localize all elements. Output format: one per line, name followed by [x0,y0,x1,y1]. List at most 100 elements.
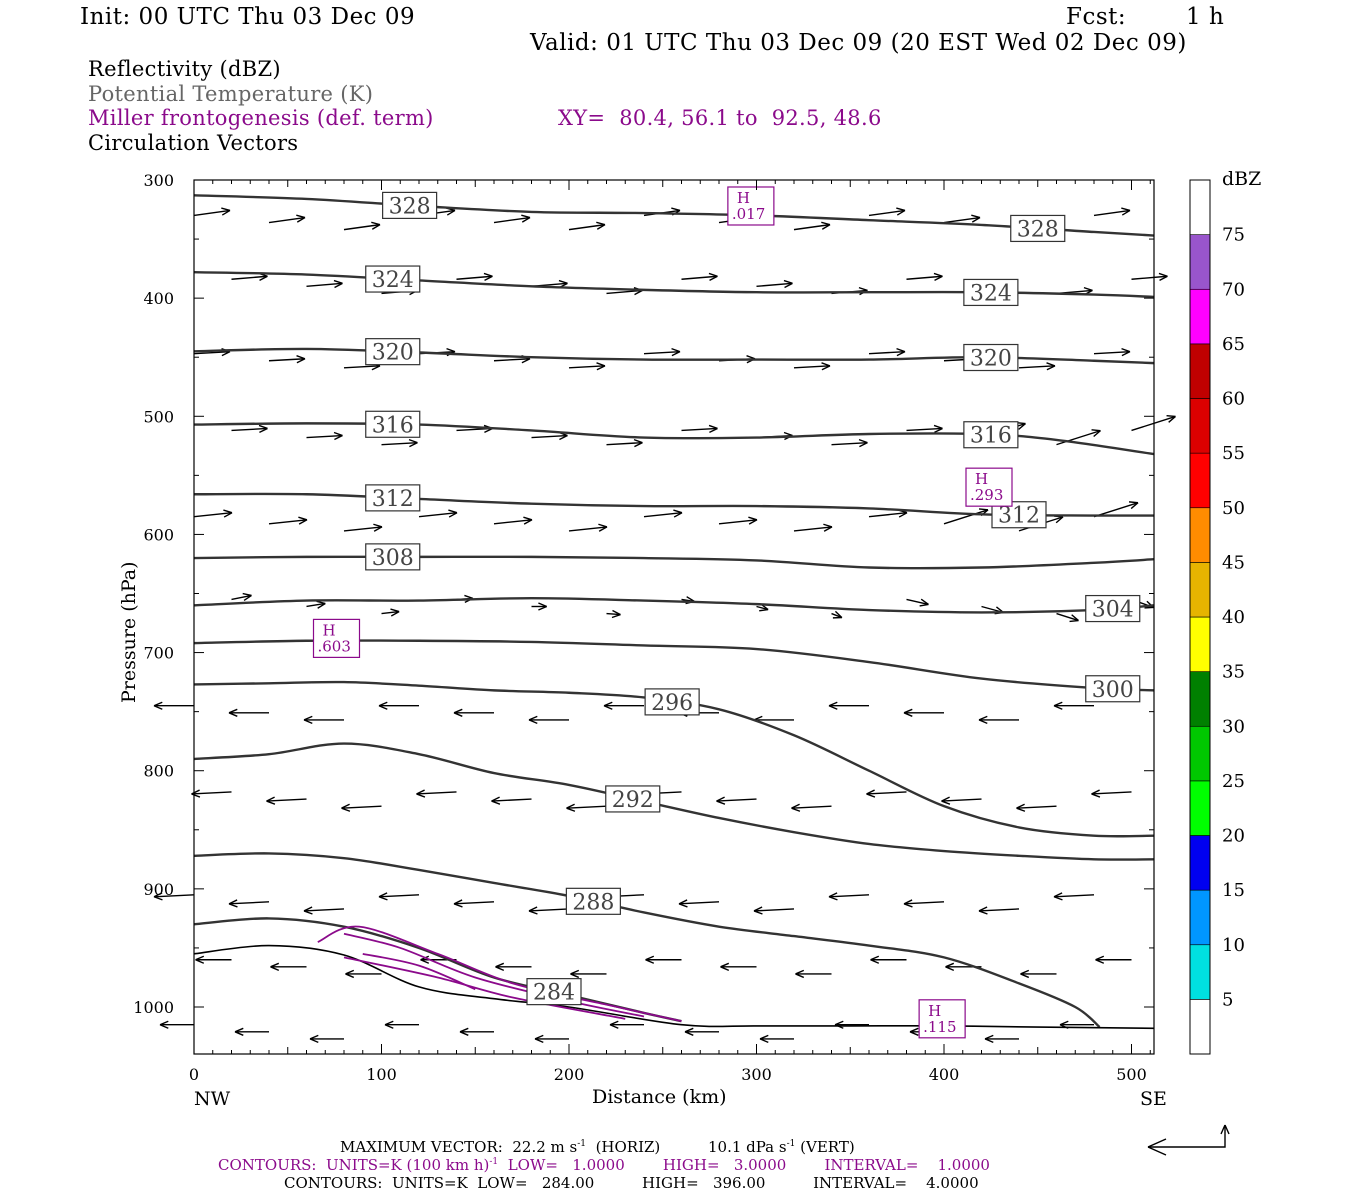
svg-text:312: 312 [998,504,1040,529]
theta-contour-label: 304 [1085,594,1141,623]
svg-text:316: 316 [372,413,414,438]
forecast-hour: 1 h [1186,4,1225,30]
circulation-vector [495,962,532,971]
theta-contour-label: 328 [1010,214,1066,242]
x-tick-label: 100 [366,1065,397,1084]
circulation-vector [943,214,981,224]
circulation-vector [453,708,494,717]
circulation-vector [1091,789,1132,798]
circulation-vector [1020,969,1057,979]
circulation-vector [381,438,418,448]
circulation-vector [868,207,906,217]
circulation-vector [1016,803,1057,812]
colorbar-level-label: 75 [1222,225,1245,246]
svg-text:324: 324 [970,281,1012,306]
theta-contour-label: 288 [565,887,621,915]
circulation-vector [831,438,868,448]
colorbar-level-label: 35 [1222,662,1245,683]
circulation-vector [678,899,720,908]
colorbar-segment [1189,889,1211,946]
maximum-vector-info: MAXIMUM VECTOR: 22.2 m s-1 (HORIZ) 10.1 … [340,1138,855,1156]
colorbar-level-label: 20 [1222,826,1245,847]
theta-contour-label: 292 [605,785,661,813]
x-axis-right-end-label: SE [1140,1088,1167,1110]
theta-contour-288 [193,852,1101,1029]
circulation-vector [978,906,1020,915]
contour-label-layer: 328 328 324 324 320 320 316 316 312 312 308 304 300 2… [312,186,1141,1039]
circulation-vector [568,362,606,371]
circulation-vector [378,892,420,901]
theta-contour-label: 316 [963,421,1019,449]
circulation-vector [834,1020,869,1029]
circulation-vector [943,508,989,525]
circulation-vector [756,279,793,289]
reference-vector-icon [1147,1124,1230,1156]
colorbar-level-label: 25 [1222,771,1245,792]
circulation-vector [645,955,682,964]
theta-contour-label: 296 [644,688,700,716]
theta-contour-info: CONTOURS: UNITS=K LOW= 284.00 HIGH= 396.… [284,1174,979,1192]
frontogenesis-contour [343,932,645,1018]
circulation-vector [493,214,531,224]
circulation-vector [870,955,907,964]
theta-contour-328 [193,194,1155,237]
circulation-vector [306,431,343,441]
circulation-vector [570,969,607,979]
circulation-vector [828,892,870,901]
circulation-vector [868,347,906,357]
svg-text:H: H [975,470,988,488]
valid-time: Valid: 01 UTC Thu 03 Dec 09 (20 EST Wed … [530,30,1187,56]
theta-contour-label: 308 [365,543,421,571]
circulation-vector [231,424,268,434]
svg-text:292: 292 [612,788,654,813]
colorbar-level-label: 40 [1222,607,1245,628]
circulation-vector [193,509,233,518]
x-axis-label: Distance (km) [592,1086,727,1108]
circulation-vector [793,221,831,231]
theta-contour-label: 324 [963,278,1019,306]
legend-potential-temperature: Potential Temperature (K) [88,82,374,106]
circulation-vector [343,221,381,231]
colorbar-segment [1189,780,1211,836]
colorbar-segment [1189,288,1211,345]
colorbar-segment [1189,562,1211,618]
y-tick-label: 400 [143,289,174,308]
colorbar-segment [1189,452,1211,509]
colorbar-segment [1189,616,1211,672]
circulation-vector [381,608,400,617]
theta-contour-label: 320 [963,343,1019,372]
circulation-vector [303,715,344,725]
circulation-vector [384,1020,419,1029]
colorbar-segment [1189,944,1211,1000]
svg-text:308: 308 [372,546,414,571]
svg-text:.603: .603 [318,637,351,655]
colorbar-level-label: 70 [1222,279,1245,300]
circulation-vector [643,347,681,357]
colorbar-segment [1189,835,1211,891]
colorbar-segment [1189,234,1211,290]
theta-contour-label: 300 [1085,675,1141,703]
circulation-vector [603,701,644,710]
circulation-vector [978,715,1019,725]
circulation-vector [228,708,269,717]
colorbar-level-label: 60 [1222,389,1245,410]
svg-text:.115: .115 [923,1018,956,1036]
circulation-vector [753,906,795,915]
circulation-vector [341,803,382,812]
frontogenesis-maximum-label: H.017 [727,186,775,226]
frontogenesis-contour [317,925,682,1023]
circulation-vector [228,899,270,908]
circulation-vector [231,592,252,602]
circulation-vector [493,516,533,525]
colorbar-level-label: 5 [1222,989,1233,1010]
colorbar-level-label: 55 [1222,443,1245,464]
circulation-vector [416,789,457,798]
colorbar-level-label: 10 [1222,935,1245,956]
circulation-vector [378,701,419,710]
circulation-vector [1053,892,1095,901]
svg-text:H: H [737,189,750,207]
colorbar-segment [1189,398,1211,454]
theta-contour-292 [193,742,1155,861]
circulation-vector [566,803,607,812]
frontogenesis-maximum-label: H.603 [312,618,361,658]
